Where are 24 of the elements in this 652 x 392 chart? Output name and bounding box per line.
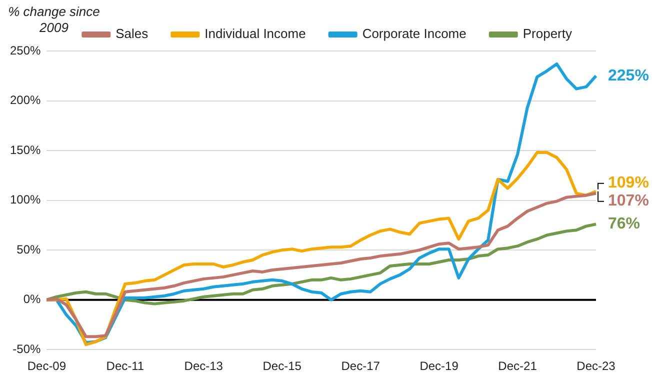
y-tick-label: 50%: [16, 242, 42, 256]
annotation: 109%: [608, 174, 649, 192]
legend-label: Individual Income: [204, 26, 306, 42]
y-tick-label: 200%: [10, 93, 42, 108]
x-tick-label: Dec-17: [341, 359, 380, 374]
x-tick-label: Dec-13: [184, 359, 224, 374]
annotation: 76%: [608, 216, 640, 233]
annotation: 107%: [608, 192, 649, 210]
legend-label: Sales: [116, 26, 149, 42]
x-tick-label: Dec-09: [27, 359, 66, 374]
x-tick-label: Dec-11: [106, 359, 144, 374]
y-tick-label: 0%: [23, 292, 42, 306]
y-tick-label: 150%: [10, 142, 42, 157]
x-tick-label: Dec-19: [420, 359, 459, 374]
annotation: 225%: [608, 67, 649, 84]
x-tick-label: Dec-21: [498, 359, 538, 374]
x-tick-label: Dec-15: [262, 359, 302, 374]
x-tick-label: Dec-23: [576, 359, 616, 374]
y-axis-title: % change since 2009: [7, 4, 101, 36]
legend-label: Corporate Income: [362, 26, 466, 42]
y-tick-label: 250%: [10, 43, 42, 58]
y-tick-label: 100%: [10, 192, 42, 207]
legend-label: Property: [522, 26, 572, 42]
y-tick-label: -50%: [12, 342, 42, 356]
